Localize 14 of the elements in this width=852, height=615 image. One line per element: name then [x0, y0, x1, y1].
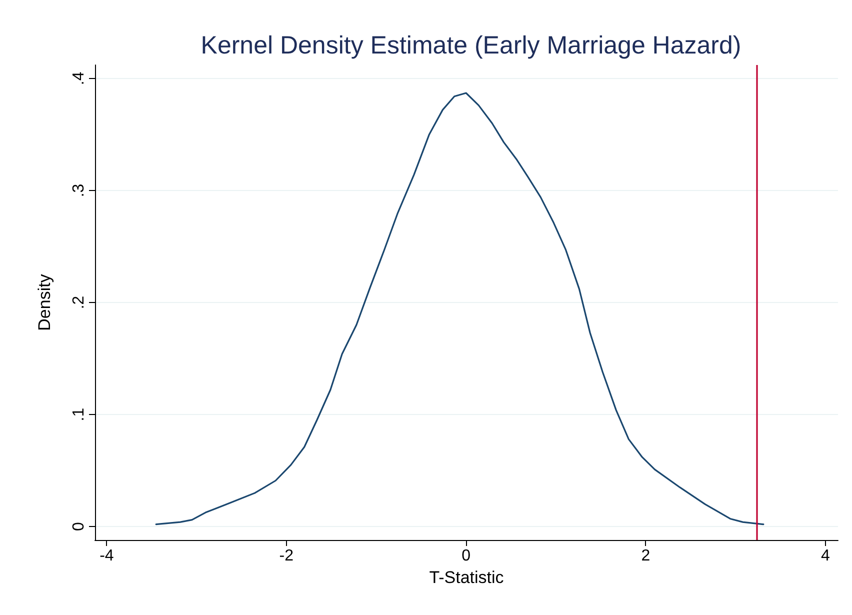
- x-tick-label: -2: [279, 548, 294, 564]
- x-tick-label: 0: [462, 548, 471, 564]
- x-tick-label: -4: [100, 548, 114, 564]
- x-tick-label: 4: [820, 548, 830, 564]
- y-tick-label: .2: [70, 296, 88, 310]
- line-series: [155, 92, 764, 526]
- y-tick-label: .4: [70, 72, 88, 86]
- y-axis-title: Density: [35, 274, 54, 331]
- y-tick-label: 0: [70, 522, 88, 532]
- x-tick-label: 2: [641, 548, 650, 564]
- y-tick-label: .3: [70, 184, 88, 198]
- chart-title: Kernel Density Estimate (Early Marriage Hazard): [200, 32, 742, 60]
- x-axis-title: T-Statistic: [429, 568, 504, 587]
- y-tick-label: .1: [70, 408, 88, 422]
